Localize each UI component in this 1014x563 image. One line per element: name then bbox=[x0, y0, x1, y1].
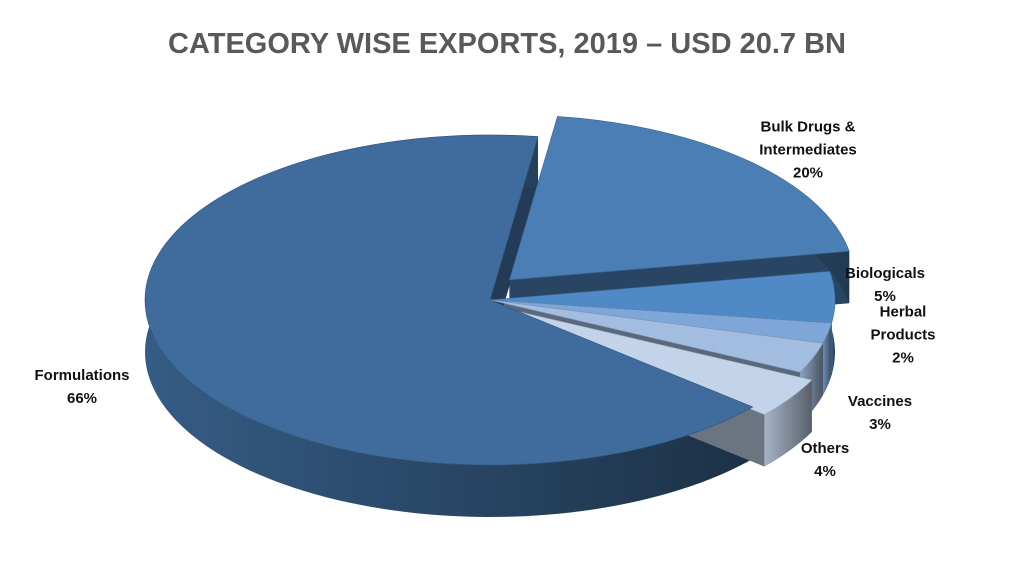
category-label: Vaccines bbox=[847, 393, 913, 410]
slice bbox=[144, 134, 754, 466]
slice-side bbox=[764, 379, 812, 467]
slice bbox=[509, 116, 850, 281]
category-label: Herbal Products bbox=[870, 303, 936, 344]
slice-cut-face bbox=[490, 136, 539, 352]
category-label: Formulations bbox=[34, 367, 130, 384]
slice-side bbox=[822, 322, 832, 396]
category-label: Others bbox=[800, 440, 850, 457]
value-label: 4% bbox=[814, 463, 836, 480]
slice bbox=[501, 307, 813, 415]
category-label: Biologicals bbox=[844, 265, 926, 282]
slice-side bbox=[145, 135, 753, 517]
slice-label: Others 4% bbox=[801, 437, 849, 483]
value-label: 20% bbox=[792, 164, 824, 182]
slice-label: Vaccines 3% bbox=[848, 390, 912, 436]
value-label: 2% bbox=[892, 349, 914, 367]
value-label: 66% bbox=[66, 390, 98, 407]
value-label: 3% bbox=[869, 416, 891, 433]
slice-tops bbox=[144, 116, 850, 466]
slice-label: Herbal Products 2% bbox=[848, 301, 959, 370]
value-label: 5% bbox=[874, 288, 896, 305]
slice bbox=[489, 299, 824, 373]
chart-title: CATEGORY WISE EXPORTS, 2019 – USD 20.7 B… bbox=[168, 28, 846, 60]
slice-label: Formulations 66% bbox=[34, 364, 129, 410]
slice-label: Biologicals 5% bbox=[845, 262, 925, 308]
slice-label: Bulk Drugs & Intermediates 20% bbox=[743, 116, 873, 185]
category-label: Bulk Drugs & Intermediates bbox=[759, 118, 857, 159]
